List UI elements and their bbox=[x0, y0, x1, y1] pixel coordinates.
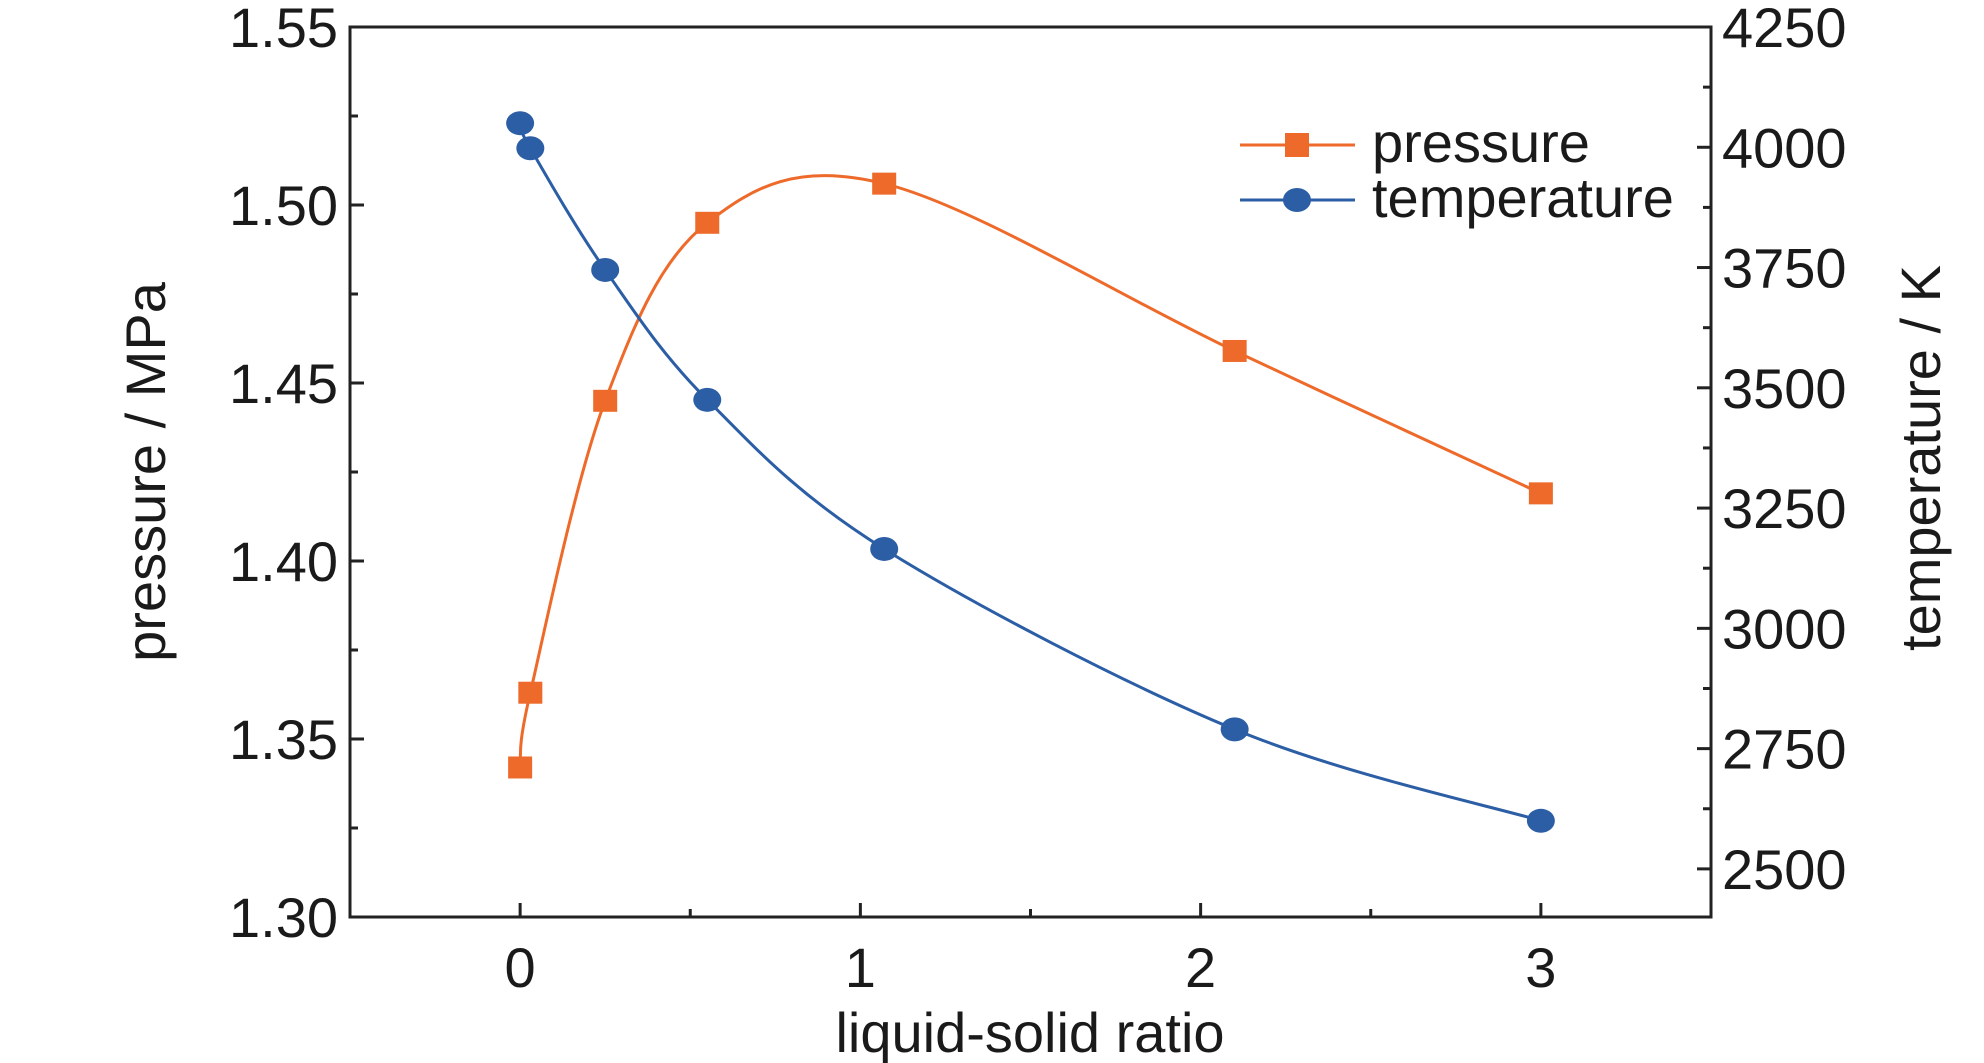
y-right-tick-label: 3750 bbox=[1722, 237, 1847, 300]
data-point-pressure bbox=[518, 681, 543, 704]
data-point-temperature bbox=[1526, 808, 1555, 833]
y-left-tick-label: 1.30 bbox=[229, 886, 338, 949]
legend-pressure-label: pressure bbox=[1372, 111, 1590, 174]
data-point-temperature bbox=[1220, 717, 1249, 742]
y-right-tick-label: 3500 bbox=[1722, 357, 1847, 420]
series-pressure bbox=[508, 172, 1553, 779]
data-point-pressure bbox=[695, 211, 720, 234]
data-point-pressure bbox=[593, 389, 618, 412]
data-point-temperature bbox=[870, 536, 899, 561]
y-left-tick-label: 1.55 bbox=[229, 0, 338, 59]
x-axis: 0 1 2 3 bbox=[348, 903, 1713, 999]
y-axis-right-title: temperature / K bbox=[1889, 265, 1952, 651]
data-point-temperature bbox=[591, 257, 620, 282]
y-right-tick-label: 2750 bbox=[1722, 718, 1847, 781]
data-point-temperature bbox=[516, 136, 545, 161]
y-left-tick-label: 1.40 bbox=[229, 530, 338, 593]
x-tick-label: 2 bbox=[1185, 936, 1216, 999]
x-tick-label: 0 bbox=[505, 936, 536, 999]
series-line-pressure bbox=[518, 174, 1542, 768]
y-right-tick-label: 4000 bbox=[1722, 116, 1847, 179]
legend-temperature-marker bbox=[1283, 188, 1311, 212]
data-point-temperature bbox=[506, 111, 535, 136]
x-tick-label: 3 bbox=[1525, 936, 1556, 999]
y-left-tick-label: 1.45 bbox=[229, 352, 338, 415]
y-left-tick-label: 1.50 bbox=[229, 174, 338, 237]
legend: pressure temperature bbox=[1240, 111, 1674, 229]
y-axis-left: 1.30 1.35 1.40 1.45 1.50 1.55 bbox=[229, 0, 364, 949]
data-point-pressure bbox=[1528, 482, 1553, 505]
series-layer bbox=[506, 111, 1555, 833]
series-temperature bbox=[506, 111, 1555, 833]
data-point-pressure bbox=[1222, 339, 1247, 362]
y-right-tick-label: 4250 bbox=[1722, 0, 1847, 59]
y-axis-right: 2500 2750 3000 3250 3500 3750 4000 4250 bbox=[1697, 0, 1847, 901]
legend-temperature-label: temperature bbox=[1372, 166, 1674, 229]
series-line-temperature bbox=[518, 122, 1542, 823]
y-axis-left-title: pressure / MPa bbox=[114, 281, 177, 662]
x-tick-label: 1 bbox=[845, 936, 876, 999]
data-point-pressure bbox=[508, 756, 533, 779]
legend-pressure-marker bbox=[1285, 133, 1309, 157]
data-point-pressure bbox=[872, 172, 897, 195]
x-axis-title: liquid-solid ratio bbox=[835, 1001, 1224, 1063]
data-point-temperature bbox=[693, 387, 722, 412]
y-right-tick-label: 2500 bbox=[1722, 838, 1847, 901]
y-right-tick-label: 3000 bbox=[1722, 597, 1847, 660]
y-right-tick-label: 3250 bbox=[1722, 477, 1847, 540]
y-left-tick-label: 1.35 bbox=[229, 708, 338, 771]
